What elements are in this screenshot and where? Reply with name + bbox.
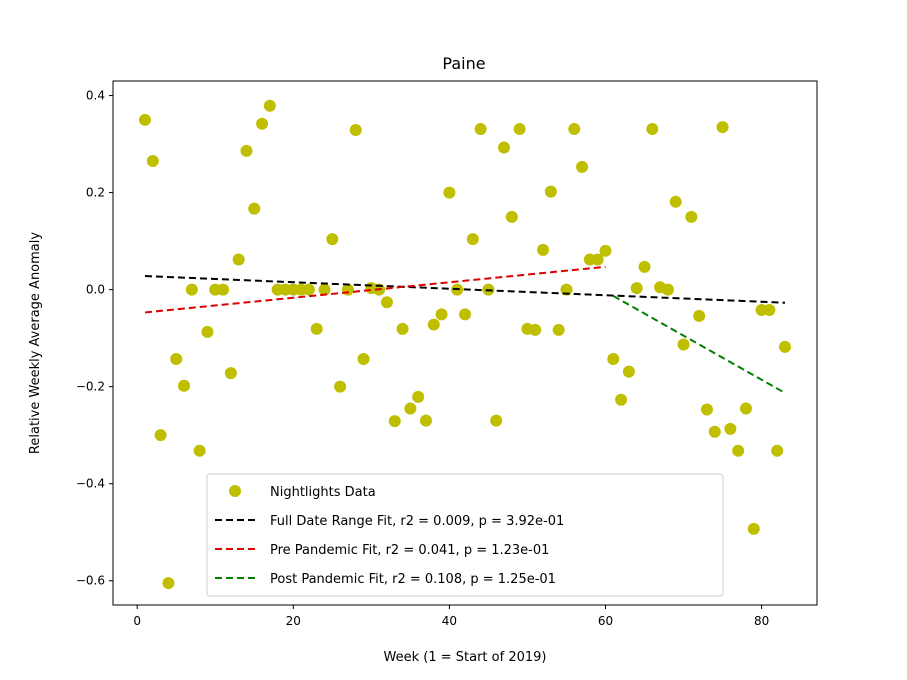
x-tick-label: 60 bbox=[598, 614, 613, 628]
y-axis-label: Relative Weekly Average Anomaly bbox=[28, 232, 43, 454]
data-point bbox=[630, 282, 643, 295]
data-point bbox=[170, 353, 183, 366]
data-point bbox=[459, 308, 471, 321]
data-point bbox=[435, 308, 448, 321]
data-point bbox=[154, 429, 167, 442]
x-axis-label: Week (1 = Start of 2019) bbox=[384, 650, 547, 665]
x-tick-label: 80 bbox=[754, 614, 769, 628]
legend-entry: Pre Pandemic Fit, r2 = 0.041, p = 1.23e-… bbox=[270, 543, 549, 558]
y-tick-label: 0.4 bbox=[86, 89, 105, 103]
data-point bbox=[466, 233, 479, 246]
data-point bbox=[302, 283, 315, 296]
data-point bbox=[505, 210, 518, 223]
data-point bbox=[669, 195, 682, 208]
x-tick-label: 20 bbox=[286, 614, 301, 628]
data-point bbox=[708, 425, 721, 438]
plot-marks bbox=[139, 99, 791, 590]
legend-entry: Nightlights Data bbox=[270, 485, 376, 500]
data-point bbox=[388, 415, 401, 428]
data-point bbox=[537, 243, 550, 256]
data-point bbox=[677, 338, 690, 351]
x-axis: 0 20 40 60 80 bbox=[133, 605, 769, 628]
y-tick-label: 0.2 bbox=[86, 186, 105, 200]
data-point bbox=[638, 260, 651, 273]
data-point bbox=[646, 123, 659, 136]
data-point bbox=[224, 367, 237, 380]
plot-frame bbox=[112, 80, 818, 606]
data-point bbox=[771, 444, 784, 457]
data-point bbox=[357, 353, 370, 366]
fit-line-1 bbox=[144, 275, 786, 304]
data-point bbox=[326, 233, 339, 246]
data-point bbox=[700, 403, 713, 416]
data-point bbox=[747, 522, 760, 535]
data-point bbox=[412, 390, 425, 403]
data-point bbox=[591, 253, 604, 266]
y-tick-label: −0.4 bbox=[76, 477, 105, 491]
data-point bbox=[607, 353, 620, 366]
data-point bbox=[185, 283, 198, 296]
data-point bbox=[490, 414, 503, 427]
data-point bbox=[139, 113, 151, 126]
legend-entry: Post Pandemic Fit, r2 = 0.108, p = 1.25e… bbox=[270, 572, 556, 587]
data-point bbox=[318, 283, 331, 296]
chart-title: Paine bbox=[442, 54, 485, 73]
data-point bbox=[779, 340, 791, 353]
y-tick-label: 0.0 bbox=[86, 283, 105, 297]
legend: Nightlights Data Full Date Range Fit, r2 … bbox=[206, 473, 724, 597]
data-point bbox=[615, 393, 628, 406]
legend-entry: Full Date Range Fit, r2 = 0.009, p = 3.9… bbox=[270, 514, 564, 529]
data-point bbox=[263, 99, 276, 112]
data-point bbox=[513, 123, 526, 136]
y-axis: −0.6 −0.4 −0.2 0.0 0.2 0.4 bbox=[76, 89, 113, 588]
data-point bbox=[685, 210, 698, 223]
x-tick-label: 40 bbox=[442, 614, 457, 628]
y-tick-label: −0.2 bbox=[76, 380, 105, 394]
data-point bbox=[201, 325, 214, 338]
data-point bbox=[443, 186, 456, 199]
data-point bbox=[716, 121, 729, 134]
data-point bbox=[178, 379, 191, 392]
data-point bbox=[419, 414, 432, 427]
data-point bbox=[661, 283, 674, 296]
data-point bbox=[404, 402, 417, 415]
data-point bbox=[427, 318, 440, 331]
data-point bbox=[529, 323, 542, 336]
data-point bbox=[232, 253, 245, 266]
data-point bbox=[693, 309, 706, 322]
data-point bbox=[162, 577, 175, 590]
data-point bbox=[349, 124, 362, 137]
data-point bbox=[732, 444, 745, 457]
data-point bbox=[380, 296, 393, 309]
data-point bbox=[599, 244, 612, 257]
data-point bbox=[724, 422, 737, 435]
data-point bbox=[310, 322, 323, 335]
data-point bbox=[474, 123, 487, 136]
data-point bbox=[334, 380, 347, 393]
data-point bbox=[622, 365, 635, 378]
data-point bbox=[763, 304, 776, 317]
data-point bbox=[396, 322, 409, 335]
x-tick-label: 0 bbox=[133, 614, 141, 628]
data-point bbox=[146, 155, 159, 168]
data-point bbox=[248, 202, 261, 215]
data-point bbox=[544, 185, 557, 198]
data-point bbox=[256, 117, 269, 130]
data-point bbox=[193, 444, 206, 457]
legend-marker bbox=[229, 485, 241, 497]
legend-frame bbox=[206, 473, 724, 597]
data-point bbox=[552, 323, 565, 336]
data-point bbox=[498, 141, 511, 154]
data-point bbox=[217, 283, 230, 296]
y-tick-label: −0.6 bbox=[76, 574, 105, 588]
data-point bbox=[576, 160, 589, 173]
data-point bbox=[240, 144, 253, 157]
data-point bbox=[568, 123, 581, 136]
fit-line-2 bbox=[144, 265, 606, 314]
data-point bbox=[739, 402, 752, 415]
